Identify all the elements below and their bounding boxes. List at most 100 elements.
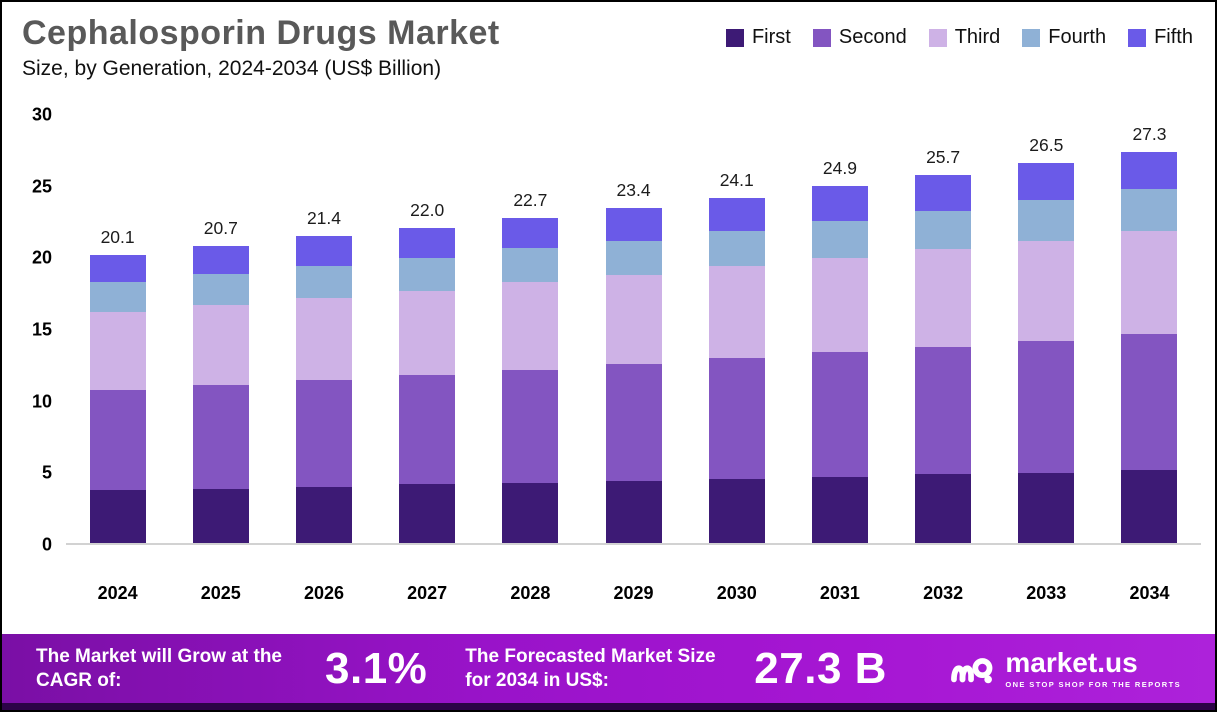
bar-segment-fourth	[295, 266, 352, 298]
legend-item-fourth: Fourth	[1022, 26, 1106, 49]
y-axis-tick: 5	[41, 462, 52, 483]
bar-segment-second	[605, 363, 662, 482]
bar-segment-second	[295, 379, 352, 488]
x-axis-label: 2026	[303, 583, 344, 603]
plot-area: 20.1 20.7 21.4 22.0 22.7 23.4 24.1 24.9 25.7 26.5…	[66, 115, 1201, 545]
bar-total-label: 24.9	[822, 158, 857, 179]
bar-segment-fourth	[708, 230, 765, 267]
bar-segment-second	[399, 375, 456, 485]
stacked-bar	[1121, 151, 1178, 543]
x-axis-label: 2028	[510, 583, 551, 603]
chart-area: 20.1 20.7 21.4 22.0 22.7 23.4 24.1 24.9 25.7 26.5…	[32, 105, 1201, 555]
legend-swatch-first	[725, 28, 744, 47]
bar-segment-first	[502, 482, 559, 543]
chart-title: Cephalosporin Drugs Market	[22, 14, 500, 52]
x-axis-label: 2029	[613, 583, 654, 603]
chart-legend: First Second Third Fourth Fifth	[725, 14, 1193, 49]
chart-subtitle: Size, by Generation, 2024-2034 (US$ Bill…	[22, 57, 442, 81]
brand-text: market.us ONE STOP SHOP FOR THE REPORTS	[1005, 646, 1181, 689]
bar-total-label: 22.7	[513, 189, 548, 210]
stacked-bar	[708, 197, 765, 543]
bar-segment-first	[1121, 469, 1178, 543]
x-axis-label: 2031	[819, 583, 860, 603]
x-axis-label: 2030	[716, 583, 757, 603]
legend-item-fifth: Fifth	[1128, 26, 1193, 49]
bar-group: 22.7	[479, 115, 582, 543]
bar-segment-fourth	[192, 273, 249, 306]
bar-segment-first	[1018, 472, 1075, 543]
legend-swatch-third	[928, 28, 947, 47]
footer-banner: The Market will Grow at the CAGR of: 3.1…	[2, 634, 1215, 710]
bar-segment-first	[295, 487, 352, 543]
brand-name: market.us	[1005, 646, 1138, 678]
brand-logo-group: market.us ONE STOP SHOP FOR THE REPORTS	[949, 646, 1181, 689]
bar-segment-second	[192, 385, 249, 489]
market-us-logo-icon	[951, 657, 993, 683]
cagr-label: The Market will Grow at the CAGR of:	[36, 645, 282, 691]
forecast-value: 27.3 B	[754, 643, 887, 693]
legend-label: Fourth	[1048, 26, 1107, 48]
bar-segment-fifth	[1018, 163, 1075, 201]
footer-stats: The Market will Grow at the CAGR of: 3.1…	[2, 634, 1215, 703]
legend-swatch-fifth	[1128, 28, 1147, 47]
bar-total-label: 21.4	[306, 208, 341, 229]
bar-total-label: 25.7	[926, 146, 961, 167]
bar-segment-fifth	[89, 254, 146, 283]
bar-segment-fourth	[502, 247, 559, 283]
legend-swatch-fourth	[1022, 28, 1041, 47]
bar-segment-third	[1121, 230, 1178, 334]
bar-segment-fifth	[1121, 151, 1178, 189]
x-axis-label: 2032	[923, 583, 964, 603]
forecast-label: The Forecasted Market Size for 2034 in U…	[465, 645, 716, 691]
bar-segment-fifth	[502, 217, 559, 248]
bar-segment-fifth	[811, 186, 868, 221]
bar-segment-third	[811, 257, 868, 353]
bar-segment-first	[811, 477, 868, 543]
bar-group: 21.4	[272, 115, 375, 543]
bar-segment-second	[708, 358, 765, 479]
bar-segment-fourth	[89, 282, 146, 313]
bar-segment-fifth	[295, 236, 352, 267]
chart-header: Cephalosporin Drugs Market Size, by Gene…	[2, 2, 1215, 97]
y-axis-tick: 20	[31, 247, 52, 268]
x-axis-label: 2033	[1026, 583, 1067, 603]
bar-segment-third	[915, 249, 972, 347]
bar-segment-fifth	[605, 207, 662, 241]
bar-total-label: 20.7	[203, 218, 238, 239]
bar-group: 23.4	[582, 115, 685, 543]
bar-segment-first	[915, 474, 972, 543]
bar-segment-first	[708, 478, 765, 543]
bar-total-label: 20.1	[100, 226, 135, 247]
stacked-bar	[915, 174, 972, 543]
footer-bottom-strip	[2, 703, 1215, 710]
bar-segment-fourth	[1121, 189, 1178, 231]
legend-item-first: First	[725, 26, 791, 49]
bar-segment-fifth	[399, 227, 456, 258]
bar-group: 24.9	[788, 115, 891, 543]
bar-total-label: 27.3	[1132, 123, 1167, 144]
bar-total-label: 26.5	[1029, 135, 1064, 156]
bar-total-label: 24.1	[719, 169, 754, 190]
bar-group: 20.7	[169, 115, 272, 543]
y-axis-tick: 30	[31, 104, 52, 125]
stacked-bar	[89, 254, 146, 543]
legend-label: Third	[954, 26, 1001, 48]
bar-segment-second	[915, 346, 972, 475]
stacked-bar	[502, 217, 559, 543]
bar-segment-second	[502, 369, 559, 483]
bar-segment-third	[295, 297, 352, 380]
bar-segment-fourth	[811, 220, 868, 258]
x-axis-label: 2027	[407, 583, 448, 603]
bar-segment-fourth	[915, 210, 972, 250]
bar-group: 22.0	[376, 115, 479, 543]
y-axis-tick: 10	[31, 391, 52, 412]
bar-segment-second	[1018, 340, 1075, 473]
y-axis-tick: 15	[31, 319, 52, 340]
brand-tagline: ONE STOP SHOP FOR THE REPORTS	[1005, 679, 1181, 689]
x-axis-label: 2025	[200, 583, 241, 603]
bar-segment-second	[89, 389, 146, 490]
bar-segment-third	[502, 282, 559, 370]
bar-segment-second	[1121, 333, 1178, 470]
legend-item-second: Second	[812, 26, 907, 49]
